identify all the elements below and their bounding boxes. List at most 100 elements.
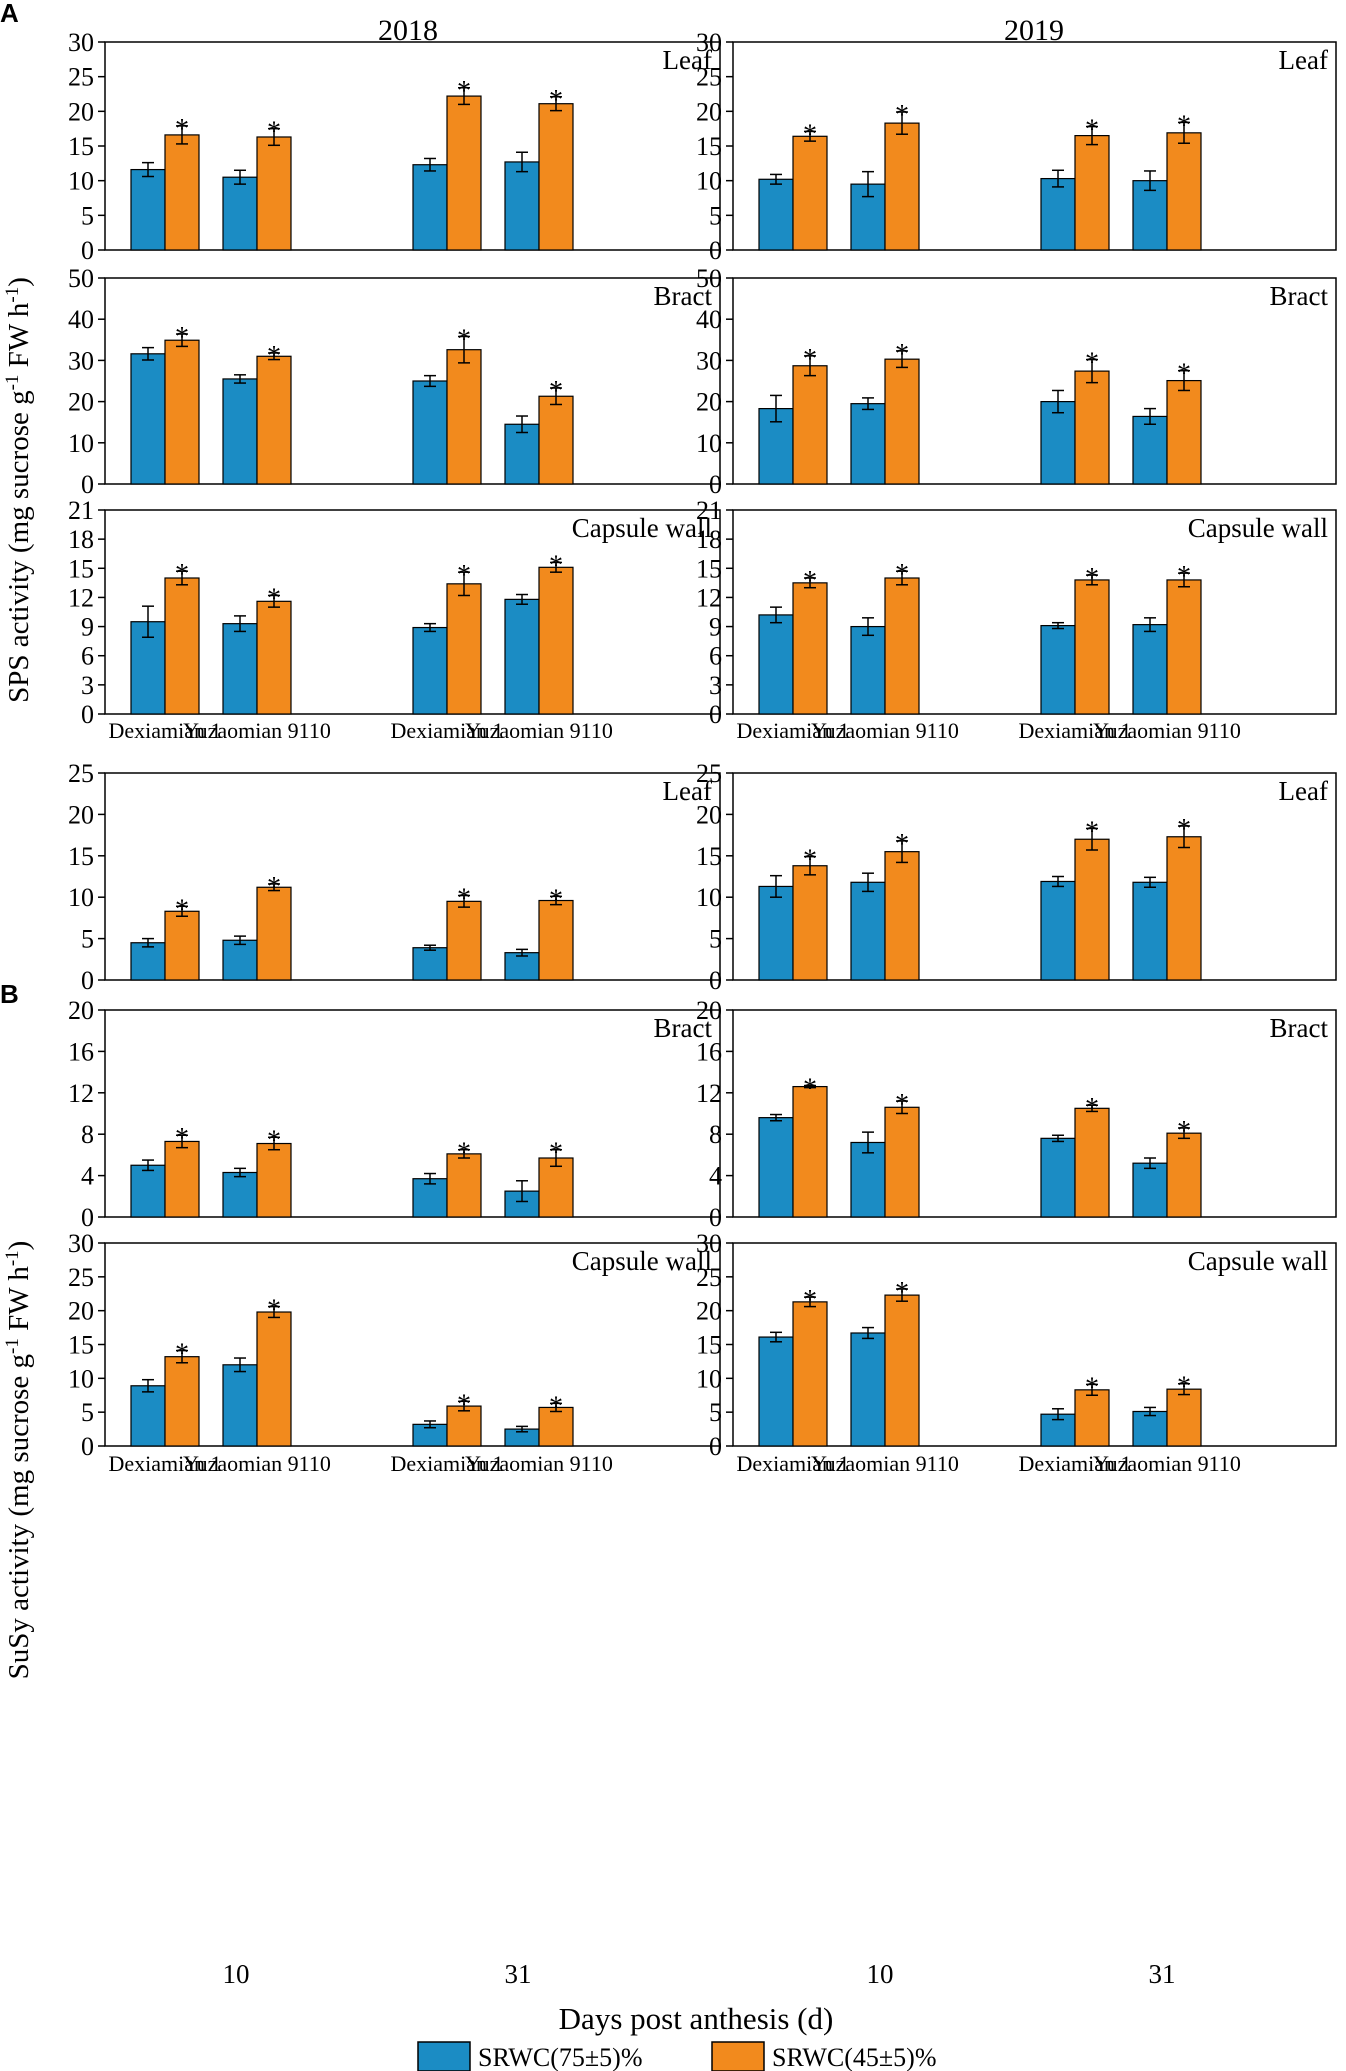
significance-star: * [895,1277,909,1308]
y-tick-label: 3 [709,671,722,700]
y-tick-label: 20 [696,800,722,829]
y-tick-label: 30 [68,1229,94,1258]
bar-drought [538,103,574,251]
organ-label: Capsule wall [572,1246,712,1276]
bar-drought [446,1405,482,1447]
y-tick-label: 4 [709,1162,722,1191]
y-tick-label: 20 [696,1297,722,1326]
bar-drought [538,566,574,715]
y-tick-label: 25 [68,63,94,92]
legend-swatch-drought [711,2041,765,2071]
category-label: Yuzaomian 9110 [465,718,613,743]
y-tick-label: 18 [696,525,722,554]
y-tick-label: 12 [68,583,94,612]
bar-control [130,1164,166,1218]
y-tick-label: 0 [709,470,722,499]
y-tick-label: 25 [696,759,722,788]
y-tick-label: 0 [81,1203,94,1232]
category-label: Dexiamian 1 [1018,718,1131,743]
y-tick-label: 15 [696,1331,722,1360]
y-tick-label: 20 [68,1297,94,1326]
bar-control [1132,881,1168,981]
y-tick-label: 30 [696,28,722,57]
significance-star: * [895,339,909,370]
category-label: Dexiamian 1 [736,1451,849,1476]
y-tick-label: 25 [696,1263,722,1292]
subplot-a-2019-leaf: 0 5 10 15 20 25 30 Leaf * * * * [696,28,1337,265]
y-tick-label: 5 [709,1398,722,1427]
y-tick-label: 10 [68,429,94,458]
y-tick-label: 15 [68,132,94,161]
y-tick-label: 12 [696,1079,722,1108]
organ-label: Bract [1270,281,1329,311]
y-tick-label: 20 [696,388,722,417]
bar-drought [1166,579,1202,715]
organ-label: Capsule wall [1188,1246,1328,1276]
y-tick-label: 10 [68,883,94,912]
bar-drought [884,122,920,251]
bar-drought [446,583,482,715]
significance-star: * [457,76,471,107]
y-tick-label: 12 [68,1079,94,1108]
category-label: Dexiamian 1 [390,1451,503,1476]
significance-star: * [549,550,563,581]
bar-drought [1166,1132,1202,1218]
significance-star: * [457,884,471,915]
category-label: Dexiamian 1 [108,1451,221,1476]
y-tick-label: 20 [696,97,722,126]
significance-star: * [175,322,189,353]
bar-control [850,1332,886,1447]
bar-drought [1074,838,1110,981]
y-tick-label: 25 [68,1263,94,1292]
bar-control [504,598,540,715]
day-label-10-2018: 10 [223,1959,250,1989]
organ-label: Leaf [1279,45,1328,75]
bar-drought [164,1140,200,1218]
significance-star: * [1085,1372,1099,1403]
significance-star: * [803,1074,817,1105]
y-tick-label: 10 [68,167,94,196]
y-tick-label: 50 [696,264,722,293]
significance-star: * [267,341,281,372]
significance-star: * [1085,563,1099,594]
bar-control [1132,624,1168,715]
bar-control [1040,624,1076,715]
bar-drought [884,577,920,715]
significance-star: * [803,566,817,597]
significance-star: * [175,559,189,590]
plot-frame [732,772,1337,981]
organ-label: Bract [654,281,713,311]
subplot-a-2019-bract: 0 10 20 30 40 50 Bract * * * * [696,264,1337,499]
bar-drought [1074,579,1110,715]
significance-star: * [175,114,189,145]
bar-drought [884,1106,920,1218]
y-tick-label: 0 [81,1432,94,1461]
bar-drought [256,600,292,715]
bar-control [1040,177,1076,251]
bar-drought [792,582,828,715]
bar-drought [256,1142,292,1218]
category-label: Yuzaomian 9110 [183,1451,331,1476]
y-tick-label: 30 [696,346,722,375]
category-label: Yuzaomian 9110 [811,718,959,743]
bar-control [1040,880,1076,981]
significance-star: * [267,1295,281,1326]
bar-drought [792,365,828,485]
bar-drought [884,1294,920,1447]
significance-star: * [803,845,817,876]
panel-label-b: B [0,979,19,1009]
y-tick-label: 9 [709,613,722,642]
significance-star: * [803,119,817,150]
bar-control [758,614,794,715]
category-label: Yuzaomian 9110 [1093,718,1241,743]
y-tick-label: 0 [81,236,94,265]
significance-star: * [1085,1093,1099,1124]
plot-frame [732,277,1337,485]
y-tick-label: 50 [68,264,94,293]
bar-drought [256,1311,292,1447]
legend-label-control: SRWC(75±5)% [478,2043,643,2071]
